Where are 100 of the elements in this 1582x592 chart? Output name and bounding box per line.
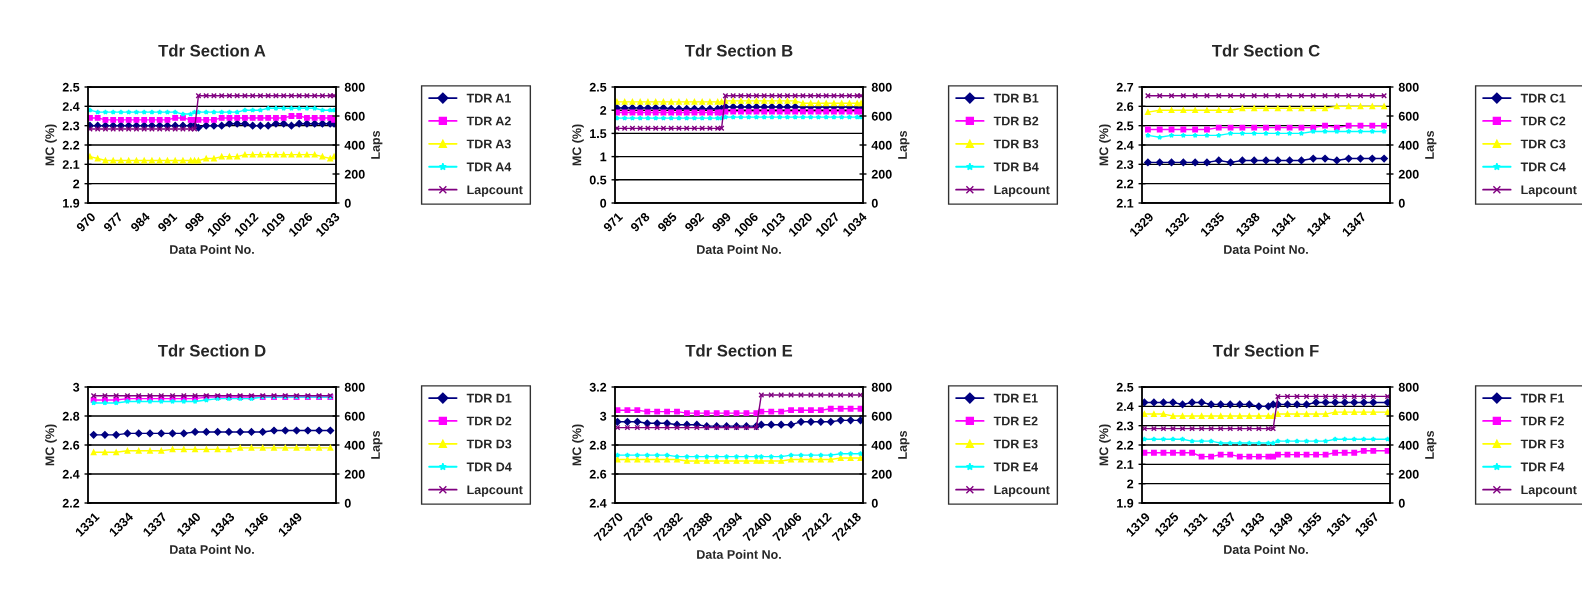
y2-tick-label: 200 — [344, 469, 365, 479]
legend-label: TDR B1 — [993, 93, 1039, 103]
x-axis-title: Data Point No. — [170, 244, 254, 254]
legend-label: TDR D3 — [466, 439, 512, 449]
y-axis-title: MC (%) — [45, 124, 57, 166]
y-axis-title: MC (%) — [1099, 124, 1111, 166]
chart-title: Tdr Section A — [158, 44, 266, 57]
y-tick-label: 2.2 — [1116, 179, 1134, 189]
x-tick-label: 992 — [684, 211, 705, 233]
y2-tick-label: 600 — [1398, 111, 1419, 121]
x-tick-label: 984 — [129, 211, 151, 233]
y-tick-label: 2.2 — [62, 140, 80, 150]
y2-tick-label: 800 — [344, 382, 365, 392]
y2-tick-label: 800 — [344, 82, 365, 92]
y-tick-label: 2.5 — [589, 82, 607, 92]
x-tick-label: 999 — [711, 211, 732, 233]
y-axis-title: MC (%) — [45, 424, 57, 466]
y-tick-label: 2.4 — [62, 102, 80, 111]
y-tick-label: 2 — [1127, 479, 1134, 489]
x-tick-label: 977 — [102, 211, 124, 233]
y2-tick-label: 400 — [871, 440, 892, 450]
y-tick-label: 2.7 — [1116, 82, 1134, 92]
y2-tick-label: 600 — [344, 111, 365, 121]
y2-tick-label: 400 — [871, 140, 892, 150]
legend-label: TDR B2 — [993, 116, 1039, 126]
y-tick-label: 2.2 — [1116, 440, 1134, 450]
x-tick-label: 970 — [75, 211, 97, 233]
y-tick-label: 1.5 — [590, 129, 607, 139]
y-tick-label: 2.4 — [1116, 402, 1134, 411]
legend-label: TDR C2 — [1520, 116, 1566, 126]
y-tick-label: 2 — [73, 179, 80, 189]
chart-title: Tdr Section E — [685, 344, 793, 357]
y-axis-title: MC (%) — [572, 124, 584, 166]
legend-label: Lapcount — [994, 185, 1050, 197]
y2-tick-label: 600 — [1398, 411, 1419, 421]
y-tick-label: 3.2 — [589, 382, 607, 392]
x-axis-title: Data Point No. — [697, 244, 781, 254]
y-tick-label: 1.9 — [63, 198, 80, 208]
y-tick-label: 2.1 — [62, 160, 80, 169]
y2-axis-title: Laps — [371, 130, 383, 159]
y-tick-label: 2.6 — [589, 469, 607, 479]
y2-tick-label: 600 — [871, 111, 892, 121]
legend-label: TDR E1 — [993, 393, 1038, 403]
y2-tick-label: 0 — [1398, 498, 1405, 508]
legend-label: TDR F3 — [1520, 439, 1564, 449]
y2-tick-label: 0 — [871, 498, 878, 508]
y-tick-label: 1.9 — [1117, 498, 1134, 508]
legend-label: TDR E4 — [993, 462, 1038, 472]
legend-label: Lapcount — [1521, 485, 1577, 497]
y2-axis-title: Laps — [371, 430, 383, 459]
chart-title: Tdr Section F — [1212, 344, 1319, 357]
legend-label: TDR A3 — [466, 139, 511, 149]
y-tick-label: 3 — [600, 411, 607, 421]
y-tick-label: 2.5 — [62, 82, 80, 92]
x-tick-label: 991 — [157, 211, 178, 233]
x-axis-title: Data Point No. — [1224, 544, 1308, 554]
y2-tick-label: 800 — [1398, 82, 1419, 92]
x-tick-label: 978 — [629, 211, 651, 233]
y2-tick-label: 200 — [871, 169, 892, 179]
chart-title: Tdr Section C — [1212, 44, 1320, 57]
chart-title: Tdr Section B — [685, 44, 793, 57]
y2-tick-label: 600 — [344, 411, 365, 421]
x-tick-label: 998 — [184, 211, 205, 233]
legend-label: TDR A4 — [466, 162, 512, 172]
y-tick-label: 2.3 — [62, 121, 80, 131]
legend-label: TDR A1 — [466, 93, 511, 103]
y-tick-label: 1 — [600, 152, 607, 162]
y-tick-label: 0.5 — [589, 175, 607, 185]
y2-axis-title: Laps — [898, 130, 910, 159]
x-axis-title: Data Point No. — [697, 549, 781, 559]
y-tick-label: 0 — [600, 198, 607, 208]
y-tick-label: 2.6 — [62, 440, 80, 450]
y-axis-title: MC (%) — [1099, 424, 1111, 466]
legend-label: TDR F2 — [1520, 416, 1564, 426]
legend-label: TDR D4 — [466, 462, 512, 472]
y2-tick-label: 200 — [871, 469, 892, 479]
legend-label: TDR F4 — [1520, 462, 1565, 472]
y2-tick-label: 0 — [344, 198, 351, 208]
y-tick-label: 2.1 — [1116, 460, 1134, 469]
y2-tick-label: 200 — [1398, 169, 1419, 179]
legend-label: Lapcount — [467, 485, 523, 497]
legend-label: TDR D1 — [466, 393, 512, 403]
legend-label: TDR C4 — [1520, 162, 1566, 172]
y2-tick-label: 800 — [1398, 382, 1419, 392]
y-tick-label: 2.8 — [62, 411, 80, 421]
x-tick-label: 971 — [602, 211, 624, 233]
legend-label: TDR B3 — [993, 139, 1039, 149]
legend-label: TDR A2 — [466, 116, 511, 126]
y2-tick-label: 600 — [871, 411, 892, 421]
y2-tick-label: 400 — [1398, 140, 1419, 150]
y-tick-label: 2.4 — [1116, 140, 1134, 150]
y2-tick-label: 400 — [344, 140, 365, 150]
y-tick-label: 2.3 — [1116, 160, 1134, 169]
y2-tick-label: 200 — [344, 169, 365, 179]
legend-label: Lapcount — [467, 185, 523, 197]
y-tick-label: 2.2 — [62, 498, 80, 508]
y2-tick-label: 400 — [1398, 440, 1419, 450]
x-axis-title: Data Point No. — [1224, 244, 1308, 254]
y-tick-label: 2.6 — [1116, 102, 1134, 111]
chart-title: Tdr Section D — [158, 344, 266, 357]
